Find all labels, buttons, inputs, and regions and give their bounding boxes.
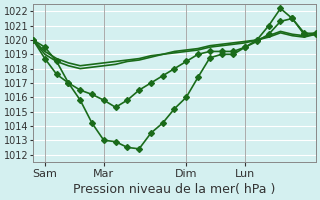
X-axis label: Pression niveau de la mer( hPa ): Pression niveau de la mer( hPa )	[73, 183, 276, 196]
